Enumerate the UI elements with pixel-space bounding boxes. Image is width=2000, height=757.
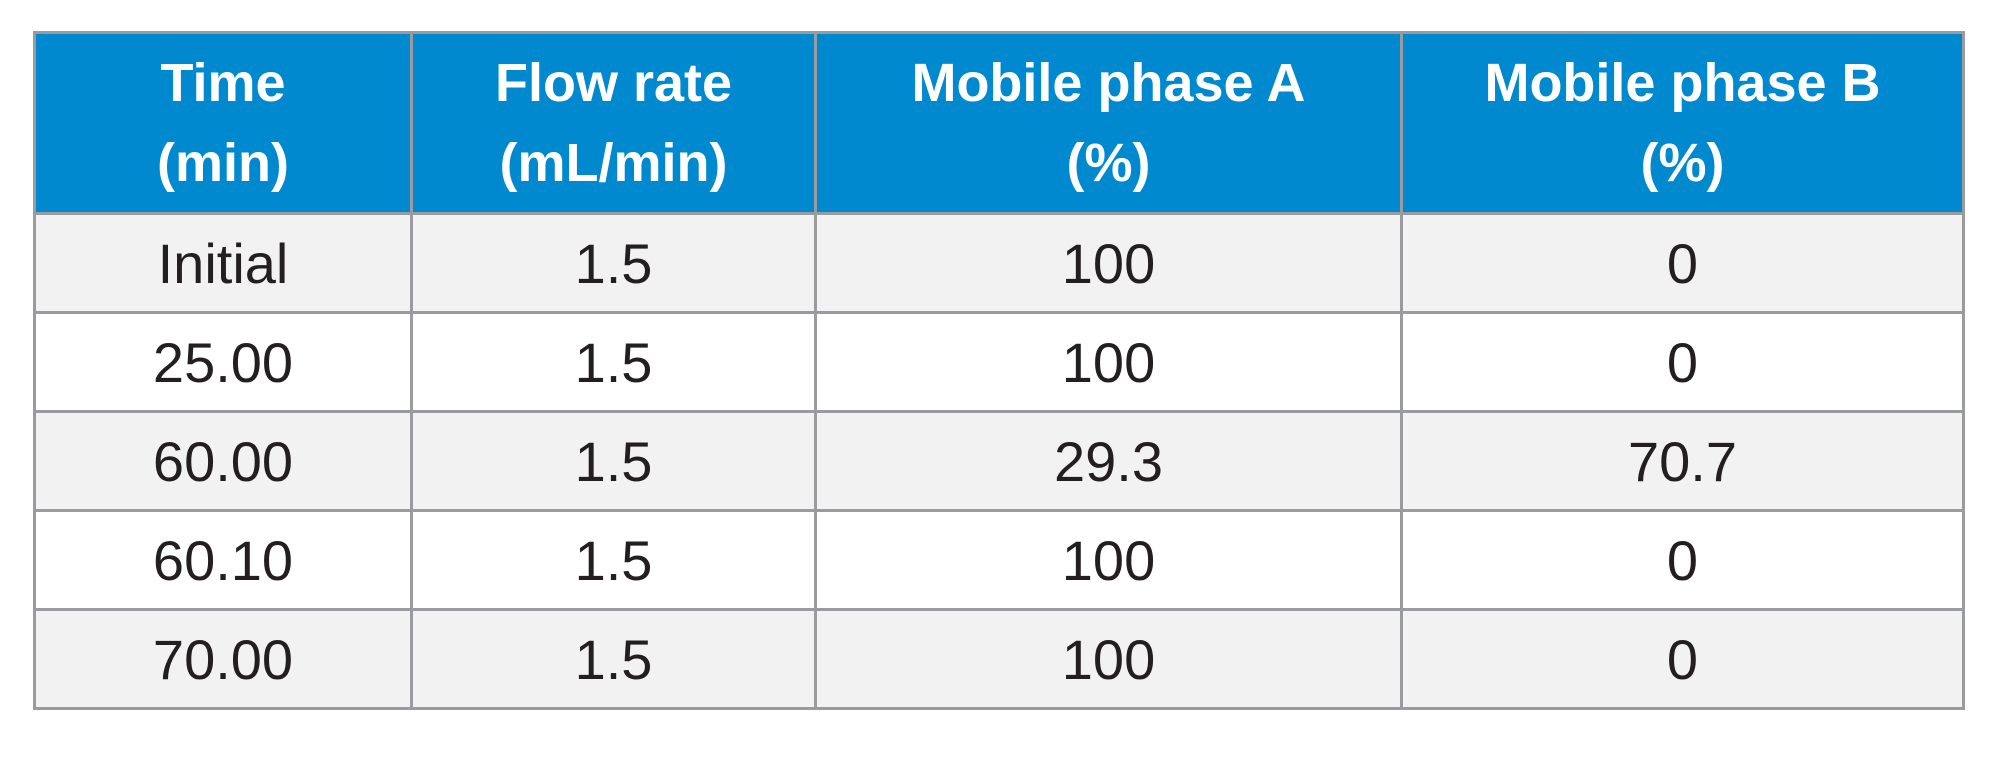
cell-mobile-phase-b: 70.7 xyxy=(1400,410,1965,512)
cell-time: 60.00 xyxy=(33,410,413,512)
cell-mobile-phase-a: 100 xyxy=(814,212,1403,314)
gradient-table-container: Time (min) Flow rate (mL/min) Mobile pha… xyxy=(33,31,1965,710)
header-unit: (mL/min) xyxy=(499,133,728,193)
table-header: Time (min) Flow rate (mL/min) Mobile pha… xyxy=(33,31,1965,215)
cell-mobile-phase-a: 100 xyxy=(814,509,1403,611)
cell-mobile-phase-b: 0 xyxy=(1400,212,1965,314)
cell-mobile-phase-a: 100 xyxy=(814,608,1403,710)
cell-flow-rate: 1.5 xyxy=(410,410,817,512)
header-label: Time xyxy=(160,53,286,113)
column-header-mobile-phase-a: Mobile phase A (%) xyxy=(814,31,1403,215)
cell-mobile-phase-a: 100 xyxy=(814,311,1403,413)
header-label: Mobile phase B xyxy=(1484,53,1881,113)
cell-time: 70.00 xyxy=(33,608,413,710)
cell-flow-rate: 1.5 xyxy=(410,311,817,413)
header-unit: (min) xyxy=(157,133,289,193)
table-row: Initial 1.5 100 0 xyxy=(33,212,1965,314)
cell-time: 60.10 xyxy=(33,509,413,611)
cell-flow-rate: 1.5 xyxy=(410,212,817,314)
table-row: 70.00 1.5 100 0 xyxy=(33,608,1965,710)
header-label: Flow rate xyxy=(494,53,733,113)
table-row: 60.10 1.5 100 0 xyxy=(33,509,1965,611)
table-row: 60.00 1.5 29.3 70.7 xyxy=(33,410,1965,512)
table-body: Initial 1.5 100 0 25.00 1.5 100 0 60.00 … xyxy=(33,212,1965,710)
header-unit: (%) xyxy=(1640,133,1725,193)
cell-mobile-phase-a: 29.3 xyxy=(814,410,1403,512)
header-label: Mobile phase A xyxy=(911,53,1306,113)
cell-flow-rate: 1.5 xyxy=(410,509,817,611)
header-unit: (%) xyxy=(1066,133,1151,193)
column-header-time: Time (min) xyxy=(33,31,413,215)
cell-flow-rate: 1.5 xyxy=(410,608,817,710)
cell-mobile-phase-b: 0 xyxy=(1400,608,1965,710)
column-header-flow-rate: Flow rate (mL/min) xyxy=(410,31,817,215)
cell-mobile-phase-b: 0 xyxy=(1400,509,1965,611)
cell-time: Initial xyxy=(33,212,413,314)
gradient-table: Time (min) Flow rate (mL/min) Mobile pha… xyxy=(33,31,1965,710)
table-row: 25.00 1.5 100 0 xyxy=(33,311,1965,413)
column-header-mobile-phase-b: Mobile phase B (%) xyxy=(1400,31,1965,215)
cell-time: 25.00 xyxy=(33,311,413,413)
header-row: Time (min) Flow rate (mL/min) Mobile pha… xyxy=(33,31,1965,215)
cell-mobile-phase-b: 0 xyxy=(1400,311,1965,413)
